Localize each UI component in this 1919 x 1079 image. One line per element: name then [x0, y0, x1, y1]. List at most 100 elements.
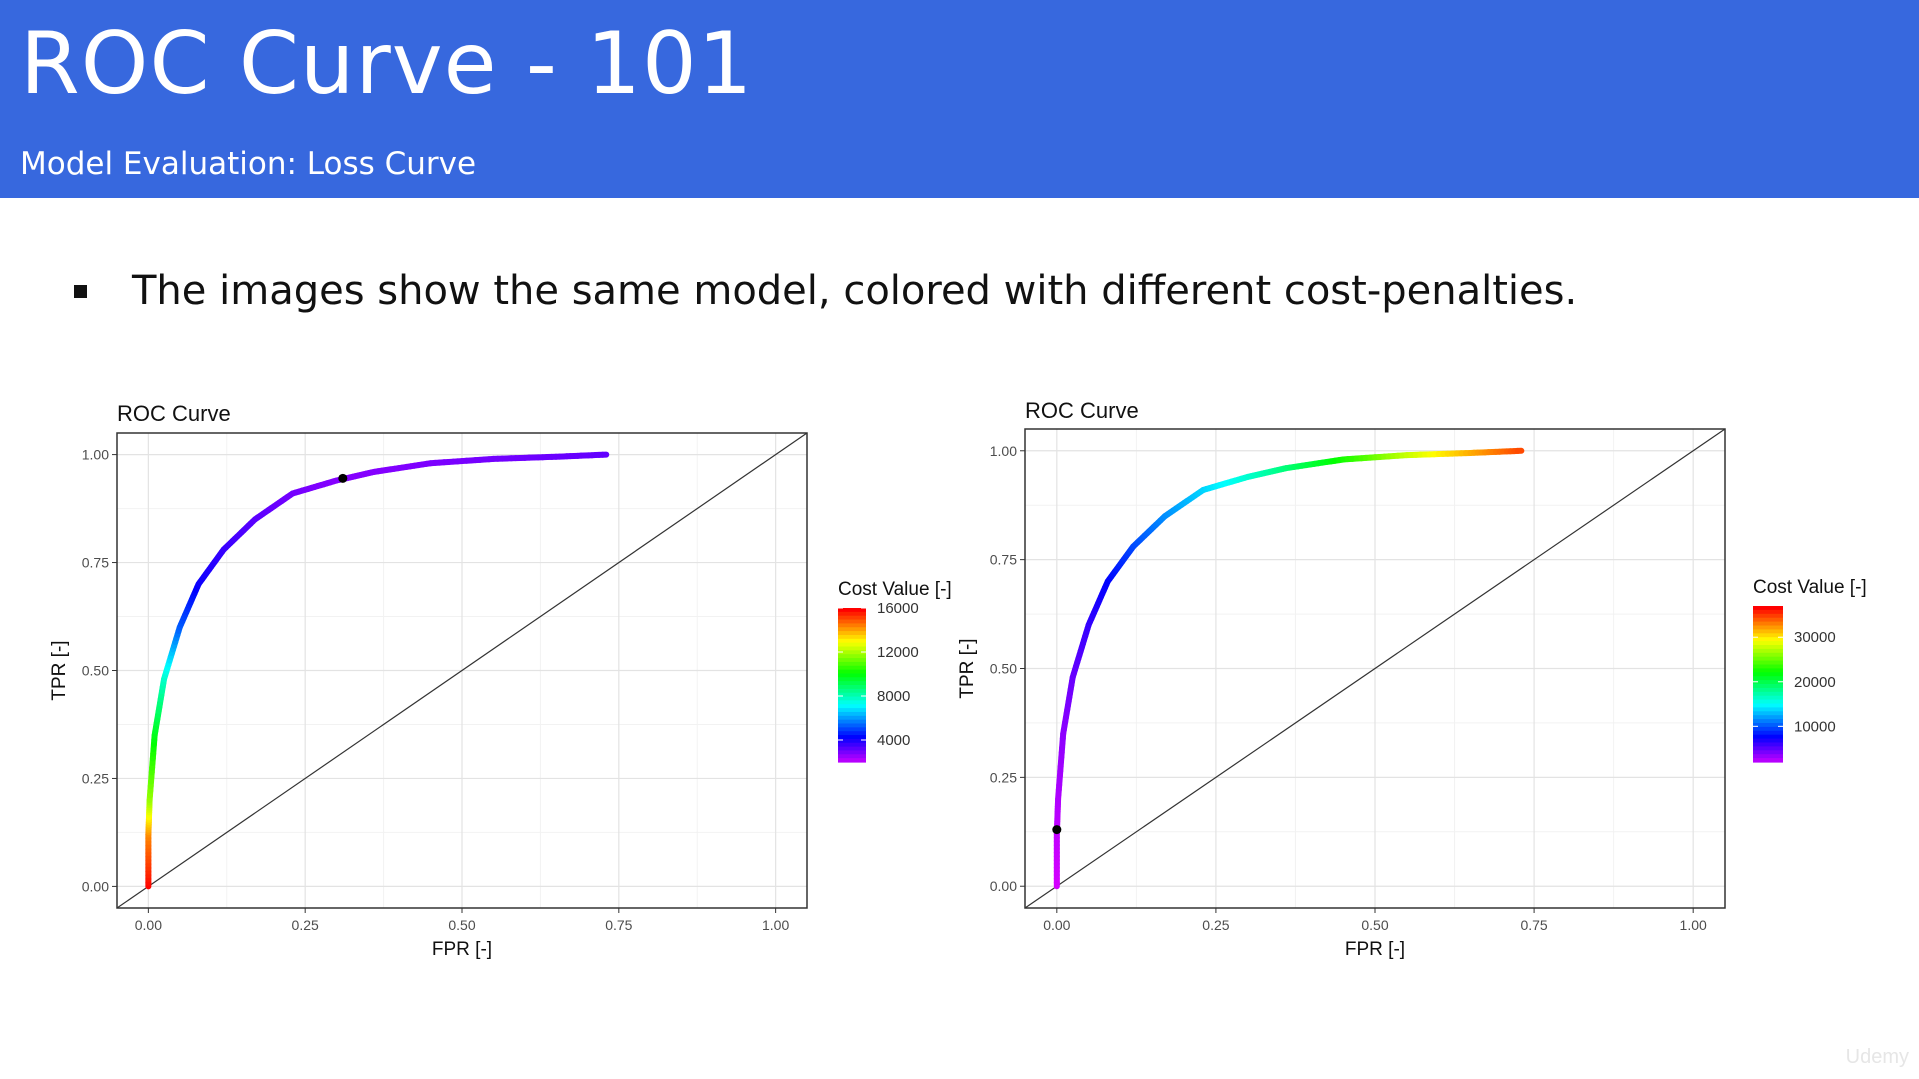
y-tick-label: 0.25 [82, 770, 109, 786]
legend-colorbar-segment [838, 715, 866, 721]
legend-colorbar-segment [838, 692, 866, 698]
legend-title: Cost Value [-] [1753, 577, 1867, 598]
y-tick-label: 0.75 [82, 555, 109, 571]
x-axis-title: FPR [-] [432, 939, 492, 960]
legend-colorbar-segment [838, 638, 866, 644]
optimal-threshold-point [1052, 825, 1062, 835]
optimal-threshold-point [338, 473, 348, 483]
legend-colorbar-segment [1753, 730, 1783, 736]
roc-chart-1: 0.00 0.25 0.50 0.75 1.00 0.00 0.25 0.50 0.75 1.00… [49, 401, 952, 960]
legend-colorbar-segment [838, 665, 866, 671]
x-tick-label: 0.50 [1361, 917, 1388, 933]
legend-colorbar-segment [838, 750, 866, 755]
legend-colorbar-segment [838, 634, 866, 640]
y-axis-title: TPR [-] [957, 638, 978, 698]
legend-colorbar-segment [1753, 742, 1783, 747]
y-tick-label: 0.50 [82, 663, 109, 679]
legend-tick-label: 4000 [877, 732, 910, 749]
x-tick-label: 1.00 [762, 917, 789, 933]
legend-colorbar-segment [1753, 703, 1783, 708]
y-tick-label: 0.75 [990, 552, 1017, 568]
legend-colorbar-segment [838, 654, 866, 659]
legend-colorbar-segment [1753, 648, 1783, 654]
legend-colorbar-segment [1753, 672, 1783, 677]
legend-title: Cost Value [-] [838, 579, 952, 600]
legend-colorbar-segment [1753, 680, 1783, 685]
legend-colorbar-segment [1753, 758, 1783, 763]
roc-chart-2: 0.00 0.25 0.50 0.75 1.00 0.00 0.25 0.50 0.75 1.00… [957, 398, 1867, 960]
legend-tick-label: 30000 [1794, 629, 1836, 646]
legend-tick-label: 10000 [1794, 718, 1836, 735]
legend-colorbar-segment [1753, 668, 1783, 673]
legend-colorbar-segment [1753, 719, 1783, 724]
legend-colorbar-segment [838, 627, 866, 632]
chart-title: ROC Curve [1025, 398, 1139, 423]
y-tick-label: 1.00 [990, 443, 1017, 459]
legend-colorbar-segment [1753, 699, 1783, 705]
legend-colorbar-segment [838, 677, 866, 682]
slide-subtitle: Model Evaluation: Loss Curve [20, 146, 477, 182]
legend-colorbar-segment [838, 727, 866, 732]
legend-tick-label: 8000 [877, 688, 910, 705]
legend-colorbar-segment [1753, 621, 1783, 627]
bullet-text: The images show the same model, colored … [132, 268, 1578, 314]
legend-colorbar-segment [1753, 734, 1783, 740]
udemy-watermark: Udemy [1845, 1046, 1909, 1068]
legend-colorbar-segment [1753, 723, 1783, 728]
diagonal-reference-line [1024, 428, 1726, 909]
legend-colorbar-segment [838, 700, 866, 705]
x-tick-label: 0.75 [1520, 917, 1547, 933]
legend-colorbar-segment [1753, 625, 1783, 630]
legend-colorbar-segment [1753, 691, 1783, 697]
legend-colorbar-segment [1753, 664, 1783, 669]
x-tick-label: 1.00 [1680, 917, 1707, 933]
legend-colorbar-segment [838, 711, 866, 717]
y-tick-label: 0.50 [990, 661, 1017, 677]
legend-colorbar-segment [838, 704, 866, 709]
legend-colorbar-segment [1753, 637, 1783, 642]
legend-colorbar-segment [838, 631, 866, 636]
legend-colorbar-segment [838, 688, 866, 694]
legend-colorbar-segment [838, 661, 866, 667]
legend-colorbar-segment [838, 642, 866, 648]
y-tick-label: 0.00 [990, 878, 1017, 894]
legend-colorbar-segment [838, 758, 866, 763]
legend-colorbar-segment [1753, 715, 1783, 720]
slide-header: ROC Curve - 101 Model Evaluation: Loss C… [0, 0, 1919, 198]
legend-colorbar-segment [838, 708, 866, 713]
bullet-square-icon [74, 284, 87, 298]
legend-colorbar-segment [838, 742, 866, 748]
x-tick-label: 0.00 [135, 917, 162, 933]
legend-colorbar-segment [1753, 687, 1783, 693]
legend-colorbar-segment [838, 696, 866, 701]
legend-colorbar-segment [1753, 617, 1783, 623]
legend-colorbar-segment [1753, 676, 1783, 681]
legend-colorbar-segment [1753, 746, 1783, 751]
legend-colorbar-segment [838, 658, 866, 663]
legend-colorbar-segment [838, 685, 866, 690]
legend-colorbar-segment [1753, 613, 1783, 619]
slide-title: ROC Curve - 101 [20, 14, 754, 114]
legend-tick-label: 20000 [1794, 674, 1836, 691]
legend-tick-label: 16000 [877, 600, 919, 617]
legend-colorbar-segment [838, 673, 866, 678]
legend-colorbar-segment [1753, 738, 1783, 744]
x-tick-label: 0.75 [605, 917, 632, 933]
legend-colorbar-segment [1753, 606, 1783, 611]
legend-colorbar-segment [1753, 656, 1783, 662]
legend-colorbar-segment [838, 738, 866, 744]
legend-colorbar-segment [838, 623, 866, 628]
legend-colorbar-segment [838, 681, 866, 686]
y-axis-title: TPR [-] [49, 640, 70, 700]
diagonal-reference-line [116, 432, 808, 909]
y-tick-label: 0.25 [990, 769, 1017, 785]
legend-colorbar-segment [1753, 707, 1783, 712]
legend-colorbar-segment [1753, 750, 1783, 755]
cost-legend: Cost Value [-] 10000 20000 30000 [1753, 577, 1867, 763]
legend-colorbar-segment [1753, 711, 1783, 716]
x-axis-title: FPR [-] [1345, 939, 1405, 960]
x-tick-label: 0.50 [448, 917, 475, 933]
x-tick-label: 0.25 [292, 917, 319, 933]
legend-colorbar-segment [838, 669, 866, 675]
